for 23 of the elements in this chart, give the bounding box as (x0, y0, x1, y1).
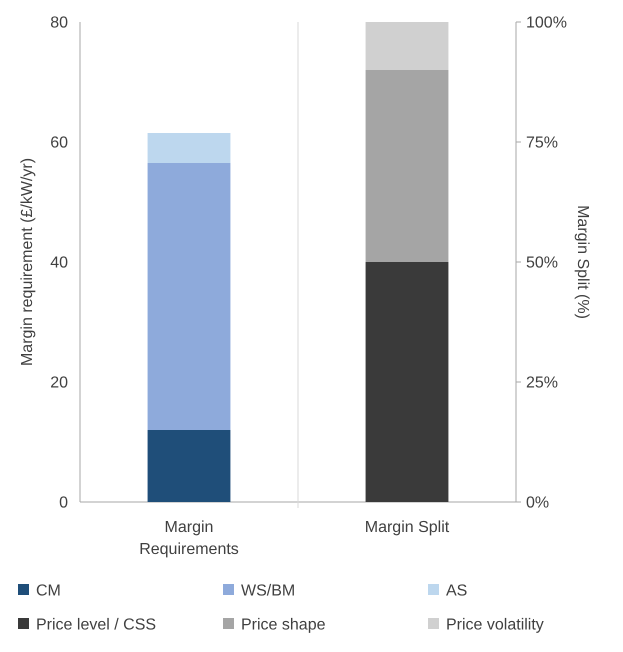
y2-tick-label: 25% (526, 374, 558, 392)
y2-tick-label: 50% (526, 254, 558, 272)
x-tick-label: Margin Split (364, 519, 450, 536)
y-axis-title: Margin requirement (£/kW/yr) (19, 158, 36, 366)
legend-label: Price level / CSS (36, 616, 156, 634)
x-tick-label: Margin Requirements (139, 519, 239, 558)
bar (148, 430, 230, 502)
y2-tick-label: 75% (526, 134, 558, 152)
bar (148, 163, 230, 430)
legend-label: Price volatility (446, 616, 544, 634)
bar (148, 133, 230, 163)
legend-label: Price shape (241, 616, 326, 634)
legend-label: WS/BM (241, 582, 296, 600)
y-tick-label: 0 (59, 494, 68, 512)
y-tick-label: 40 (50, 254, 68, 272)
y-tick-label: 60 (50, 134, 68, 152)
y-tick-label: 20 (50, 374, 68, 392)
y2-axis-title: Margin Split (%) (574, 205, 591, 319)
y-tick-label: 80 (50, 14, 68, 32)
y2-tick-label: 100% (526, 14, 567, 32)
legend-label: CM (36, 582, 61, 600)
legend-label: AS (446, 582, 468, 600)
y2-tick-label: 0% (526, 494, 550, 512)
